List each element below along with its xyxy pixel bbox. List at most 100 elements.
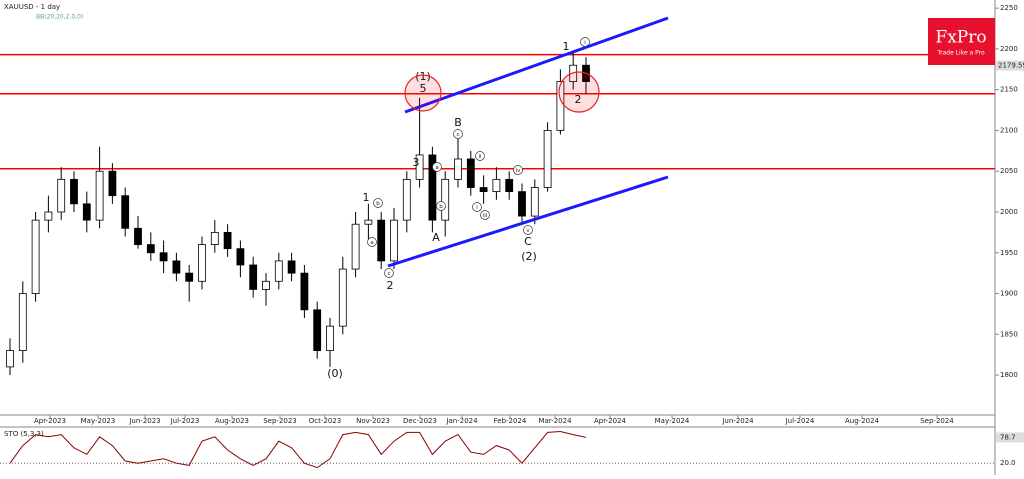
wave-circle — [384, 268, 394, 278]
y-tick-label: 20.0 — [1000, 459, 1016, 467]
y-tick-label: 1850 — [1000, 330, 1018, 338]
last-value-label: 78.7 — [1000, 433, 1016, 441]
candle-body — [108, 170, 117, 197]
wave-label: (1) — [415, 70, 431, 83]
wave-sublabel: b — [376, 201, 380, 207]
candle-body — [159, 252, 168, 262]
wave-circle — [480, 210, 490, 220]
candle-body — [287, 260, 296, 274]
logo-name: FxPro — [935, 28, 986, 48]
x-tick-label: Nov-2023 — [356, 417, 390, 425]
candle-body — [185, 272, 194, 282]
candle-body — [262, 280, 270, 290]
last-price-box — [996, 60, 1024, 71]
x-tick-label: Jun-2023 — [128, 417, 160, 425]
wave-sublabel: i — [476, 205, 478, 211]
x-tick-label: Jul-2023 — [170, 417, 200, 425]
candle-body — [351, 223, 360, 270]
y-tick-label: 2150 — [1000, 86, 1018, 94]
chart-title: XAUUSD - 1 day — [4, 3, 60, 11]
y-tick-label: 1950 — [1000, 249, 1018, 257]
candle-body — [44, 211, 53, 221]
wave-circle — [436, 201, 446, 211]
wave-label: B — [454, 116, 462, 129]
wave-label: (2) — [521, 250, 537, 263]
wave-label: 1 — [363, 191, 370, 204]
wave-sublabel: iii — [483, 213, 488, 219]
candle-body — [223, 231, 232, 250]
wave-circle — [453, 129, 463, 139]
wave-sublabel: ii — [478, 154, 482, 160]
last-price-label: 2179.59 — [998, 62, 1024, 70]
candle-body — [428, 154, 437, 221]
candle-body — [530, 187, 539, 217]
x-tick-label: Jul-2024 — [785, 417, 815, 425]
candle-body — [338, 268, 347, 327]
wave-sublabel: v — [526, 228, 530, 234]
candle-body — [300, 272, 309, 311]
candle-body — [454, 158, 462, 180]
wave-circle — [523, 225, 533, 235]
y-tick-label: 1800 — [1000, 371, 1018, 379]
x-tick-label: Apr-2024 — [594, 417, 627, 425]
y-tick-label: 2050 — [1000, 167, 1018, 175]
wave-circle — [432, 162, 442, 172]
wave-circle — [367, 237, 377, 247]
y-tick-label: 1900 — [1000, 290, 1018, 298]
candle-body — [364, 219, 373, 225]
candle-body — [326, 325, 334, 351]
stochastic-line — [9, 431, 587, 469]
x-tick-label: May-2024 — [655, 417, 690, 425]
x-tick-label: Aug-2024 — [845, 417, 880, 425]
highlight-circle — [558, 71, 600, 113]
candle-body — [134, 227, 142, 245]
wave-label: A — [432, 231, 440, 244]
x-tick-label: Oct-2023 — [309, 417, 341, 425]
x-tick-label: Feb-2024 — [494, 417, 527, 425]
channel-line — [387, 175, 669, 268]
wave-sublabel: i — [584, 40, 586, 46]
candle-body — [543, 130, 552, 188]
wave-sublabel: c — [387, 271, 390, 277]
y-tick-label: 2200 — [1000, 45, 1018, 53]
candle-body — [274, 260, 283, 282]
x-tick-label: Apr-2023 — [34, 417, 66, 425]
x-tick-label: Jun-2024 — [721, 417, 754, 425]
x-tick-label: Sep-2024 — [920, 417, 954, 425]
candle-body — [172, 260, 181, 274]
candle-body — [121, 195, 130, 229]
candle-body — [95, 170, 104, 221]
x-tick-label: Jan-2024 — [445, 417, 478, 425]
candle-body — [377, 219, 386, 262]
candle-body — [18, 293, 27, 351]
wave-circle — [513, 165, 523, 175]
candle-body — [313, 309, 322, 351]
wave-sublabel: b — [439, 204, 443, 210]
x-tick-label: Sep-2023 — [263, 417, 297, 425]
candle-body — [390, 219, 398, 262]
candle-body — [402, 178, 411, 221]
candle-body — [505, 178, 514, 193]
x-tick-label: Aug-2023 — [215, 417, 249, 425]
y-tick-label: 2250 — [1000, 4, 1018, 12]
wave-label: 1 — [563, 40, 570, 53]
plot: 1800 1850 1900 1950 2000 2050 2100 2150 2200 2250… — [0, 4, 1024, 469]
candle-body — [236, 248, 245, 266]
candle-body — [479, 187, 488, 193]
x-tick-label: May-2023 — [81, 417, 116, 425]
indicator-label: BB(20,20,2,0,0) — [36, 14, 83, 21]
wave-label: 5 — [420, 82, 427, 95]
candle-body — [518, 191, 526, 217]
wave-label: 3 — [413, 156, 420, 169]
candle-body — [57, 178, 66, 213]
logo-tagline: Trade Like a Pro — [936, 50, 985, 57]
x-tick-label: Dec-2023 — [403, 417, 437, 425]
highlight-circle — [404, 74, 442, 112]
wave-sublabel: c — [456, 132, 459, 138]
wave-label: C — [524, 235, 532, 248]
wave-label: (0) — [327, 367, 343, 380]
candle-body — [146, 244, 155, 254]
candle-body — [198, 244, 206, 282]
candle-body — [6, 350, 14, 368]
